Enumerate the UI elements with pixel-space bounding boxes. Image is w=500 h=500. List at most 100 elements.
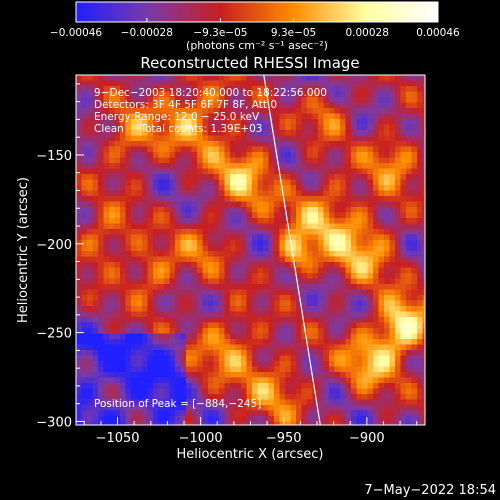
heatmap-cell	[318, 124, 324, 131]
heatmap-cell	[422, 289, 425, 296]
heatmap-cell	[81, 306, 88, 312]
heatmap-cell	[235, 350, 242, 356]
heatmap-cell	[147, 245, 154, 252]
heatmap-cell	[125, 229, 132, 235]
heatmap-cell	[186, 361, 192, 367]
heatmap-cell	[329, 350, 335, 356]
heatmap-cell	[147, 179, 154, 186]
heatmap-cell	[213, 377, 220, 384]
heatmap-cell	[120, 328, 126, 334]
heatmap-cell	[202, 141, 209, 147]
heatmap-cell	[318, 190, 324, 197]
heatmap-cell	[274, 328, 280, 334]
heatmap-cell	[362, 119, 368, 125]
heatmap-cell	[219, 267, 225, 274]
heatmap-cell	[136, 234, 143, 241]
heatmap-cell	[92, 146, 99, 153]
heatmap-cell	[252, 80, 258, 87]
heatmap-cell	[285, 377, 291, 384]
heatmap-cell	[175, 273, 181, 279]
heatmap-cell	[136, 245, 143, 252]
heatmap-cell	[334, 344, 341, 351]
heatmap-cell	[351, 284, 357, 290]
heatmap-cell	[175, 130, 181, 136]
heatmap-cell	[186, 377, 192, 384]
heatmap-cell	[164, 185, 170, 191]
heatmap-cell	[257, 256, 264, 263]
heatmap-cell	[367, 135, 374, 142]
heatmap-cell	[202, 152, 209, 158]
heatmap-cell	[235, 355, 242, 362]
heatmap-cell	[422, 333, 425, 340]
heatmap-cell	[164, 174, 170, 180]
heatmap-cell	[301, 234, 308, 241]
heatmap-cell	[329, 86, 335, 92]
heatmap-cell	[378, 97, 385, 103]
heatmap-cell	[356, 124, 363, 131]
heatmap-cell	[213, 124, 220, 131]
heatmap-cell	[285, 372, 291, 378]
heatmap-cell	[268, 245, 275, 252]
heatmap-cell	[296, 355, 302, 362]
heatmap-cell	[296, 135, 302, 142]
heatmap-cell	[356, 383, 363, 389]
heatmap-cell	[98, 86, 104, 92]
heatmap-cell	[191, 251, 198, 257]
heatmap-cell	[417, 339, 423, 345]
heatmap-cell	[235, 416, 242, 422]
heatmap-cell	[417, 355, 423, 362]
heatmap-cell	[136, 157, 143, 164]
heatmap-cell	[307, 218, 313, 224]
heatmap-cell	[219, 119, 225, 125]
heatmap-cell	[142, 278, 148, 285]
heatmap-cell	[109, 130, 115, 136]
heatmap-cell	[246, 124, 253, 131]
heatmap-cell	[263, 91, 269, 98]
heatmap-cell	[395, 91, 401, 98]
heatmap-cell	[158, 196, 165, 202]
heatmap-cell	[186, 383, 192, 389]
heatmap-cell	[164, 124, 170, 131]
heatmap-cell	[367, 317, 374, 323]
heatmap-cell	[131, 174, 137, 180]
heatmap-cell	[142, 163, 148, 169]
heatmap-cell	[219, 394, 225, 400]
heatmap-cell	[103, 262, 110, 268]
heatmap-cell	[417, 388, 423, 395]
heatmap-cell	[257, 245, 264, 252]
heatmap-cell	[241, 361, 247, 367]
heatmap-cell	[202, 91, 209, 98]
heatmap-cell	[219, 355, 225, 362]
heatmap-cell	[422, 416, 425, 422]
heatmap-cell	[351, 372, 357, 378]
heatmap-cell	[307, 229, 313, 235]
heatmap-cell	[290, 168, 297, 175]
heatmap-cell	[241, 256, 247, 263]
heatmap-cell	[180, 311, 187, 318]
heatmap-cell	[81, 366, 88, 373]
heatmap-cell	[125, 223, 132, 230]
heatmap-cell	[252, 300, 258, 307]
heatmap-cell	[301, 163, 308, 169]
heatmap-cell	[241, 97, 247, 103]
heatmap-cell	[290, 80, 297, 87]
heatmap-cell	[356, 273, 363, 279]
heatmap-cell	[406, 163, 412, 169]
heatmap-cell	[340, 322, 346, 329]
heatmap-cell	[334, 75, 341, 81]
heatmap-cell	[362, 168, 368, 175]
heatmap-cell	[224, 333, 231, 340]
heatmap-cell	[114, 207, 121, 213]
heatmap-cell	[202, 350, 209, 356]
heatmap-cell	[362, 273, 368, 279]
heatmap-cell	[329, 311, 335, 318]
heatmap-cell	[362, 339, 368, 345]
heatmap-cell	[164, 421, 170, 425]
heatmap-cell	[87, 201, 93, 208]
heatmap-cell	[356, 179, 363, 186]
heatmap-cell	[175, 119, 181, 125]
heatmap-cell	[307, 240, 313, 246]
heatmap-cell	[142, 245, 148, 252]
heatmap-cell	[169, 262, 176, 268]
heatmap-cell	[252, 113, 258, 120]
